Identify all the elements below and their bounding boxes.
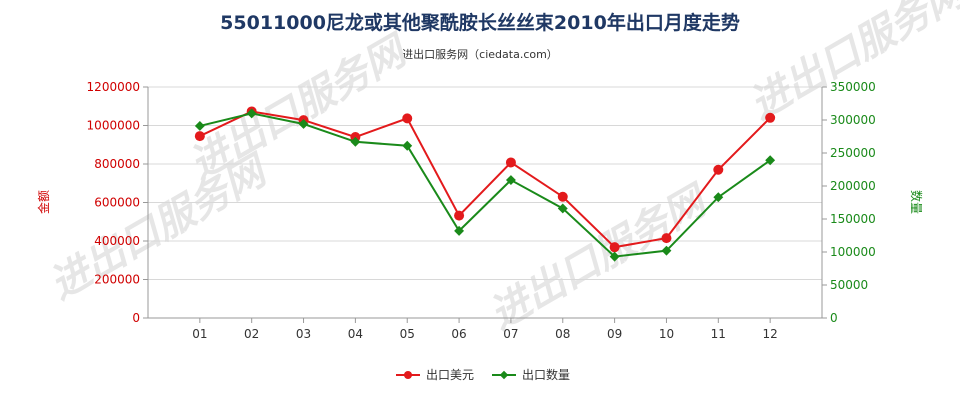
series-2-point — [557, 203, 568, 214]
right-tick-label: 0 — [830, 311, 838, 325]
left-tick-label: 1000000 — [87, 119, 140, 133]
left-tick-label: 1200000 — [87, 80, 140, 94]
legend-swatch-marker — [499, 370, 509, 380]
series-2-point — [505, 175, 516, 186]
series-2-point — [661, 245, 672, 256]
series-1-point — [402, 113, 413, 124]
watermark-text: 进出口服务网 — [42, 146, 278, 309]
series-1-point — [194, 131, 205, 142]
series-1-point — [765, 112, 776, 123]
x-tick-label: 07 — [503, 327, 518, 341]
series-line-2 — [199, 112, 771, 258]
series-2-point — [713, 192, 724, 203]
series-2-point — [765, 155, 776, 166]
left-tick-label: 600000 — [94, 196, 140, 210]
left-tick-label: 400000 — [94, 234, 140, 248]
right-tick-label: 50000 — [830, 278, 868, 292]
series-1-point — [505, 157, 516, 168]
series-1-point — [454, 210, 465, 221]
series-1-point — [609, 242, 620, 253]
series-2-point — [454, 225, 465, 236]
series-2-point — [350, 136, 361, 147]
series-2-point — [402, 140, 413, 151]
series-2-point — [246, 108, 257, 119]
left-tick-label: 800000 — [94, 157, 140, 171]
x-tick-label: 01 — [192, 327, 207, 341]
x-tick-label: 03 — [296, 327, 311, 341]
watermark-text: 进出口服务网 — [482, 176, 718, 339]
right-tick-label: 150000 — [830, 212, 876, 226]
series-1-point — [557, 191, 568, 202]
right-tick-label: 350000 — [830, 80, 876, 94]
series-2-point — [609, 251, 620, 262]
right-tick-label: 250000 — [830, 146, 876, 160]
x-tick-label: 06 — [451, 327, 466, 341]
x-tick-label: 10 — [659, 327, 674, 341]
watermark-text: 进出口服务网 — [742, 0, 960, 129]
series-line-1 — [199, 110, 771, 249]
chart-subtitle: 进出口服务网（ciedata.com） — [402, 48, 558, 61]
legend-swatch-marker — [404, 371, 412, 379]
left-tick-label: 200000 — [94, 273, 140, 287]
right-tick-label: 100000 — [830, 245, 876, 259]
x-tick-label: 09 — [607, 327, 622, 341]
x-tick-label: 11 — [711, 327, 726, 341]
x-tick-label: 08 — [555, 327, 570, 341]
left-tick-label: 0 — [132, 311, 140, 325]
x-tick-label: 05 — [400, 327, 415, 341]
series-2-point — [194, 120, 205, 131]
left-axis-title: 金额 — [36, 190, 51, 214]
series-1-point — [713, 164, 724, 175]
x-tick-label: 12 — [763, 327, 778, 341]
legend-label: 出口美元 — [426, 368, 474, 382]
right-tick-label: 200000 — [830, 179, 876, 193]
series-1-point — [661, 233, 672, 244]
right-axis-title: 数量 — [909, 190, 924, 214]
x-tick-label: 02 — [244, 327, 259, 341]
legend-label: 出口数量 — [522, 367, 570, 382]
x-tick-label: 04 — [348, 327, 363, 341]
chart-title: 55011000尼龙或其他聚酰胺长丝丝束2010年出口月度走势 — [220, 12, 740, 34]
right-tick-label: 300000 — [830, 113, 876, 127]
